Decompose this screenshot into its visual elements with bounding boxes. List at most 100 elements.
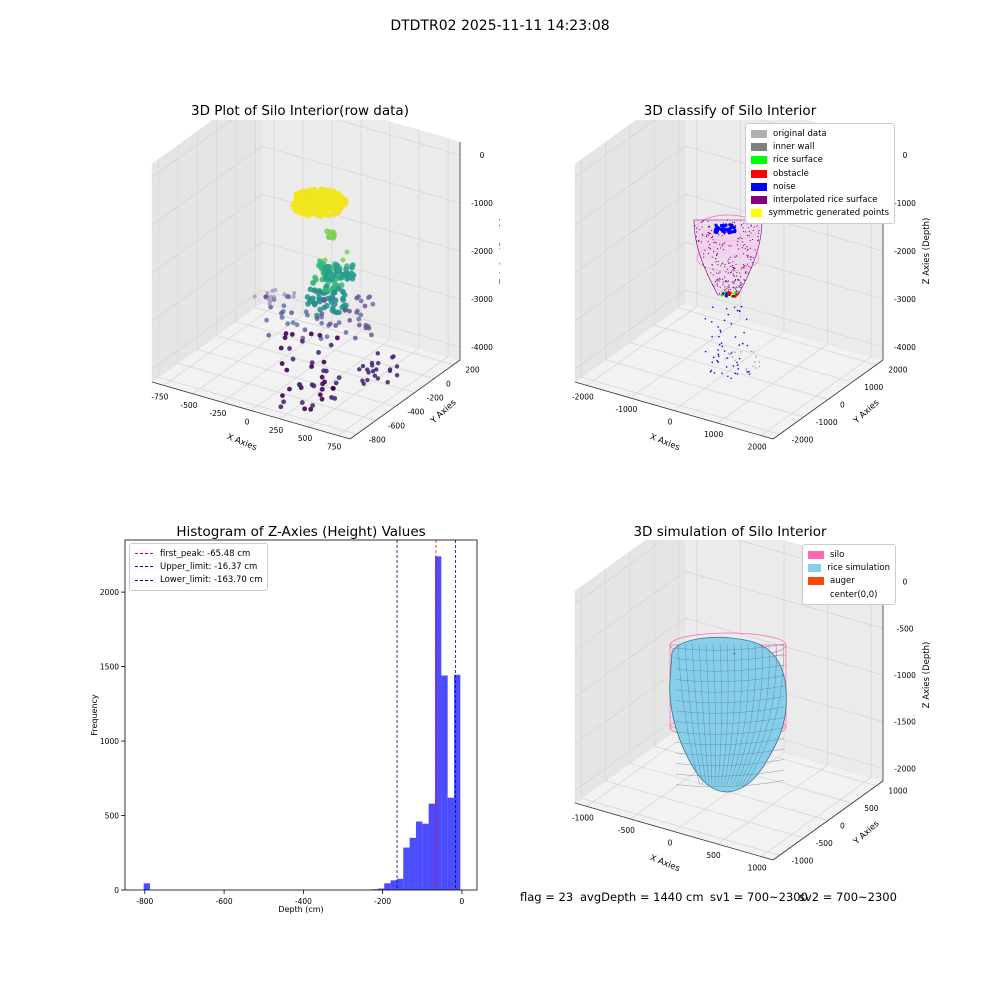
y-tick-label: 500 (864, 804, 879, 813)
data-point (343, 330, 349, 335)
noise-point (720, 342, 723, 344)
surface-point (738, 292, 740, 294)
data-point (336, 320, 342, 326)
x-tick-label: 0 (245, 418, 250, 427)
surface-point (698, 240, 700, 243)
surface-point (724, 263, 726, 266)
noise-point (731, 225, 735, 230)
surface-point (716, 283, 718, 285)
data-point (317, 392, 323, 398)
mesh-line (729, 643, 749, 786)
x-axis-line (574, 802, 774, 861)
z-grid (261, 145, 461, 204)
data-point (284, 367, 290, 373)
legend-swatch (751, 182, 767, 191)
data-point (362, 303, 368, 309)
data-point (265, 291, 270, 296)
data-point (327, 199, 334, 206)
data-point (336, 286, 342, 292)
mesh-line (675, 643, 785, 651)
surface-point (716, 253, 718, 256)
surface-point (741, 241, 743, 243)
data-point (370, 301, 376, 307)
z-axis-label: Z Axies (Depth) (499, 218, 500, 285)
surface-point (717, 278, 719, 280)
surface-point (722, 281, 724, 283)
data-point (356, 322, 362, 328)
histogram-bar (377, 888, 385, 890)
noise-point (738, 309, 741, 312)
panel2-title: 3D classify of Silo Interior (643, 103, 817, 119)
surface-point (736, 275, 738, 277)
x-tick-label: 500 (298, 434, 313, 443)
surface-point (709, 243, 711, 246)
original-point (752, 350, 755, 353)
x-tick-label: -200 (374, 897, 391, 906)
z-tick-label: -4000 (894, 343, 916, 352)
data-point (310, 280, 317, 286)
mesh-line (675, 685, 785, 693)
surface-point (750, 259, 752, 261)
surface-point (719, 277, 721, 279)
surface-point (720, 265, 722, 267)
x-tick-label: -500 (618, 826, 635, 835)
surface-point (741, 247, 743, 249)
mesh-line (675, 769, 785, 777)
data-point (294, 191, 301, 198)
noise-point (711, 335, 713, 338)
z-axis-label: Z Axies (Depth) (922, 642, 932, 709)
surface-point (741, 283, 743, 285)
x-axis-line (574, 381, 774, 440)
y-tick-label: 200 (465, 366, 480, 375)
surface-point (727, 272, 730, 274)
legend-swatch (135, 579, 153, 581)
surface-point (740, 267, 743, 269)
mesh-line (675, 664, 785, 672)
data-point (268, 298, 273, 303)
surface-point (732, 273, 734, 275)
surface-point (750, 224, 752, 226)
data-point (340, 200, 347, 207)
data-point (347, 317, 353, 323)
noise-point (719, 329, 722, 332)
surface-point (719, 271, 721, 273)
surface-point (713, 250, 715, 253)
data-point (327, 276, 334, 283)
surface-point (721, 263, 723, 265)
surface-point (711, 229, 713, 232)
histogram-bar (441, 675, 448, 890)
data-point (341, 292, 348, 298)
x-tick-label: 0 (460, 897, 465, 906)
surface-point (742, 227, 744, 229)
y-tick-label: 1000 (864, 383, 883, 392)
noise-point (718, 343, 721, 346)
legend-label: rice simulation (827, 562, 890, 573)
surface-point (738, 280, 740, 282)
legend-label: center(0,0) (830, 589, 878, 600)
surface-point (758, 230, 760, 232)
histogram-bar (390, 880, 397, 890)
surface-point (742, 266, 744, 269)
data-point (282, 292, 287, 297)
surface-point (746, 249, 748, 251)
surface-point (717, 263, 719, 266)
data-point (317, 258, 323, 264)
surface-point (737, 241, 739, 243)
surface-point (714, 280, 717, 283)
x-axis-line (151, 381, 351, 440)
noise-point (733, 306, 736, 309)
mesh-line (741, 643, 777, 786)
noise-point (736, 373, 739, 375)
surface-point (734, 287, 736, 289)
data-point (278, 310, 284, 316)
z-tick-label: -3000 (894, 295, 916, 304)
noise-point (717, 355, 720, 357)
data-point (333, 380, 339, 386)
data-point (268, 294, 273, 299)
surface-point (718, 272, 720, 274)
y-grid (654, 324, 853, 383)
surface-point (743, 267, 745, 269)
noise-point (717, 361, 720, 363)
mesh-line (675, 717, 785, 724)
surface-point (731, 281, 733, 283)
